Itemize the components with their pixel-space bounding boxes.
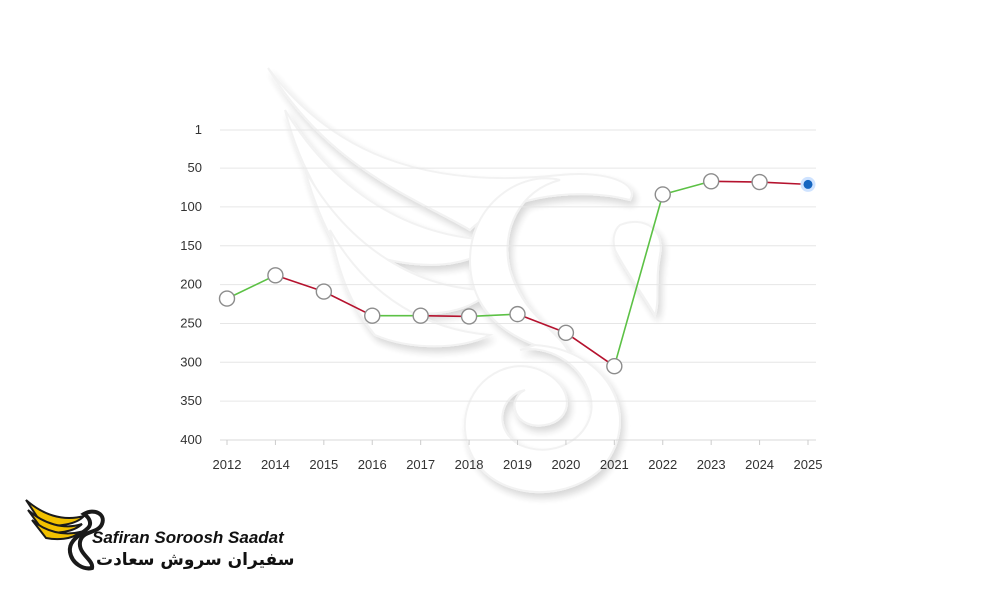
series-segment (565, 332, 615, 367)
x-tick-label: 2014 (261, 457, 290, 472)
y-tick-label: 100 (180, 199, 202, 214)
y-tick-label: 150 (180, 238, 202, 253)
brand-logo: Safiran Soroosh Saadat سفیران سروش سعادت (22, 494, 322, 580)
x-tick-label: 2021 (600, 457, 629, 472)
x-tick-label: 2019 (503, 457, 532, 472)
series-segment (662, 180, 712, 196)
series-segment (226, 274, 276, 300)
y-tick-label: 50 (188, 160, 202, 175)
x-tick-label: 2012 (213, 457, 242, 472)
data-point (315, 283, 333, 300)
data-point (654, 186, 671, 203)
x-tick-label: 2015 (309, 457, 338, 472)
brand-name-persian: سفیران سروش سعادت (96, 550, 295, 570)
brand-name: Safiran Soroosh Saadat (92, 528, 284, 547)
y-tick-label: 200 (180, 277, 202, 292)
series-segment (275, 274, 325, 293)
watermark-logo (267, 67, 662, 493)
y-tick-label: 300 (180, 354, 202, 369)
wing-logo-icon (25, 499, 105, 571)
data-point (702, 173, 720, 190)
data-point (751, 173, 768, 191)
series-segment (613, 194, 664, 367)
y-tick-label: 400 (180, 432, 202, 447)
data-point (606, 357, 623, 375)
x-tick-label: 2020 (551, 457, 580, 472)
data-point (218, 290, 236, 307)
data-point (800, 176, 816, 192)
x-tick-label: 2024 (745, 457, 774, 472)
data-point (364, 307, 381, 324)
x-tick-label: 2025 (794, 457, 823, 472)
x-tick-label: 2018 (455, 457, 484, 472)
y-tick-label: 1 (195, 122, 202, 137)
data-point (557, 324, 575, 341)
series-segment (517, 313, 567, 334)
data-point (267, 267, 284, 284)
x-tick-label: 2023 (697, 457, 726, 472)
x-tick-label: 2016 (358, 457, 387, 472)
data-point (460, 308, 478, 325)
x-tick-label: 2022 (648, 457, 677, 472)
data-point (412, 307, 429, 324)
y-tick-label: 250 (180, 315, 202, 330)
y-tick-label: 350 (180, 393, 202, 408)
series-segment (323, 290, 373, 317)
data-point (509, 305, 526, 323)
x-tick-label: 2017 (406, 457, 435, 472)
